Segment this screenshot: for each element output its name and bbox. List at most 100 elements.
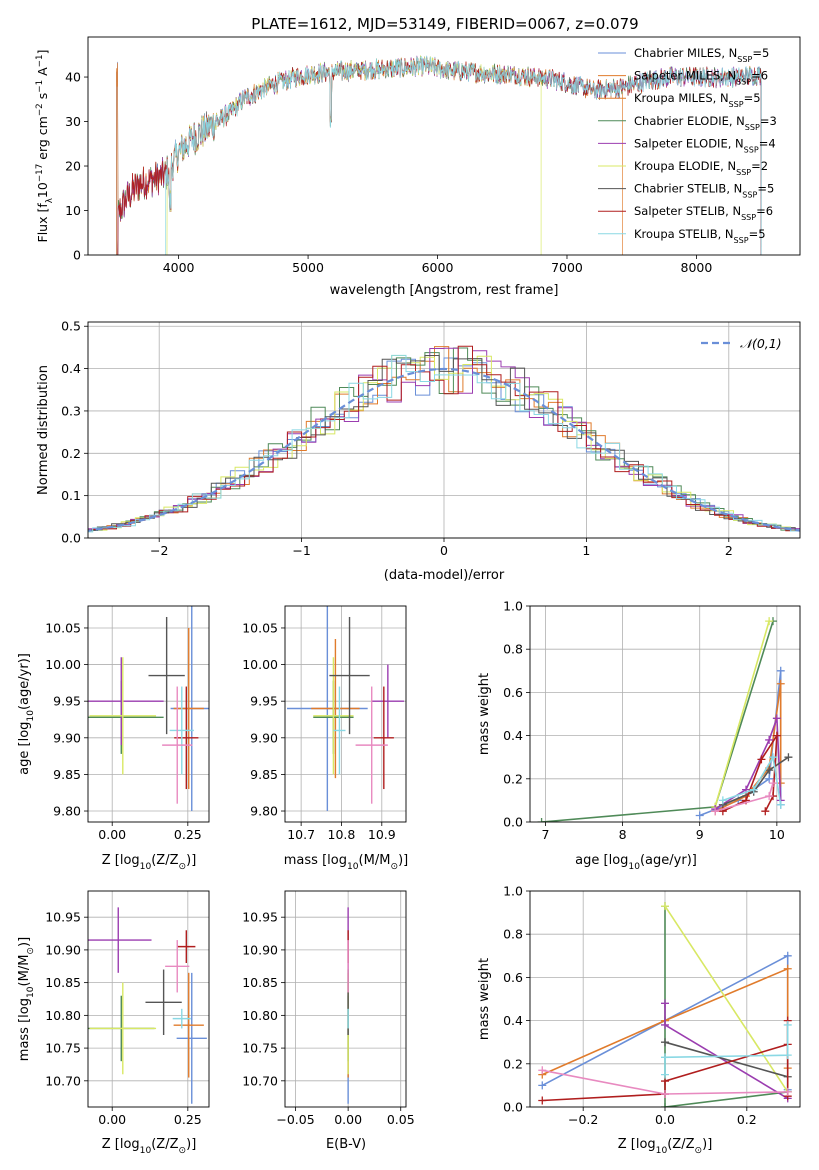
- weight-marker: [718, 796, 727, 805]
- age-vs-mass-plot-area: [287, 606, 404, 812]
- legend-label-part: Kroupa STELIB, N: [634, 227, 734, 241]
- mass-vs-Z-frame: 0.00 0.25 10.70 10.75 10.80 10.85 10.90 10.95 Z …: [17, 890, 210, 1156]
- y-axis-label-part: 10: [35, 182, 50, 198]
- y-tick-label: 10.80: [242, 1008, 278, 1023]
- axes-frame: [284, 605, 407, 823]
- x-axis-label-part: )]: [702, 1137, 712, 1152]
- spectrum-series-line: [117, 55, 762, 255]
- x-tick-label: 0: [440, 543, 448, 558]
- weight-marker: [538, 1066, 547, 1075]
- y-axis-label-part: ]: [35, 50, 50, 55]
- x-axis-label-part: )]: [398, 853, 408, 868]
- charts: 4000 5000 6000 7000 8000010203040wavelength …: [17, 36, 801, 1156]
- x-axis-label-part: age [log: [575, 853, 628, 868]
- weight-marker: [761, 807, 770, 816]
- residuals-axes: −2 −1 0 1 2 0.0 0.1 0.2 0.3 0.4 0.5 (data-model)/er…: [36, 319, 801, 583]
- y-tick-label: 0.2: [61, 446, 81, 461]
- legend-label-part: SSP: [737, 55, 752, 64]
- x-axis-label-part: )]: [186, 1137, 196, 1152]
- weight-marker: [661, 1070, 669, 1079]
- weight-line: [722, 754, 782, 805]
- spectrum-series-line: [117, 56, 762, 255]
- y-tick-label: 10.00: [45, 657, 81, 672]
- x-axis-label: Z [log10(Z/Z⊙)]: [618, 1137, 713, 1156]
- gaussian-reference-line: [88, 367, 800, 532]
- x-axis-label-part: 10: [656, 1146, 668, 1156]
- legend-label-part: SSP: [736, 77, 751, 86]
- spectrum-series-line: [116, 56, 762, 255]
- spectrum-series-line: [165, 55, 762, 255]
- x-tick-label: 0.00: [334, 1112, 362, 1127]
- weight-vs-Z-axes: −0.2 0.0 0.2 0.0 0.2 0.4 0.6 0.8 1.0 Z [log10(Z/Z…: [477, 884, 801, 1156]
- x-tick-label: 10.8: [328, 827, 356, 842]
- y-axis-label: age [log10(age/yr)]: [17, 653, 36, 775]
- weight-marker: [783, 1020, 792, 1029]
- legend-label-part: =6: [751, 69, 768, 83]
- y-axis-label-part: mass [log: [17, 998, 32, 1061]
- x-tick-label: 7000: [551, 260, 583, 275]
- x-axis-label: Z [log10(Z/Z⊙)]: [102, 1137, 197, 1156]
- weight-marker: [772, 714, 781, 723]
- legend-label: Salpeter STELIB, NSSP=6: [634, 204, 773, 222]
- weight-marker: [661, 1020, 669, 1029]
- x-axis-label: age [log10(age/yr)]: [575, 853, 697, 872]
- mass-vs-Z-plot-area: [88, 907, 207, 1104]
- x-tick-label: 0.25: [174, 827, 202, 842]
- weight-marker: [765, 774, 774, 783]
- y-tick-label: 10: [65, 203, 81, 218]
- age-vs-Z-plot-area: [88, 606, 209, 812]
- x-tick-label: 8000: [681, 260, 713, 275]
- x-tick-label: 0.0: [655, 1112, 675, 1127]
- y-axis-label-part: erg cm: [35, 116, 50, 164]
- y-tick-label: 10.80: [45, 1008, 81, 1023]
- x-axis-label-part: (Z/Z: [151, 1137, 178, 1152]
- axes-frame: [284, 890, 407, 1108]
- y-tick-label: 10.75: [242, 1041, 278, 1056]
- weight-marker: [765, 766, 774, 775]
- legend-label-part: Salpeter STELIB, N: [634, 204, 741, 218]
- y-axis-label: Normed distribution: [36, 365, 51, 495]
- y-axis-label-part: 10: [26, 986, 36, 998]
- weight-marker: [711, 807, 720, 816]
- x-axis-label-part: (age/yr)]: [640, 853, 697, 868]
- x-axis-label-part: )]: [186, 853, 196, 868]
- x-tick-label: 8: [619, 827, 627, 842]
- legend-label-part: Chabrier MILES, N: [634, 46, 737, 60]
- x-axis-label-part: Z [log: [618, 1137, 656, 1152]
- histogram-legend: 𝒩(0,1): [701, 336, 782, 351]
- weight-marker: [776, 800, 785, 809]
- x-tick-label: 6000: [422, 260, 454, 275]
- y-tick-label: 9.85: [250, 767, 278, 782]
- legend-label-part: =4: [759, 136, 776, 150]
- legend-label-part: SSP: [736, 168, 751, 177]
- y-tick-label: 10.90: [242, 942, 278, 957]
- y-axis-label-part: 10: [26, 710, 36, 722]
- y-tick-label: 9.95: [250, 694, 278, 709]
- y-tick-label: 0.0: [503, 815, 523, 830]
- legend-label-part: =2: [751, 159, 768, 173]
- legend-label-part: SSP: [745, 122, 760, 131]
- y-axis-label-part: −2: [35, 103, 45, 116]
- x-axis-label: E(B-V): [326, 1137, 366, 1152]
- axes-frame: [87, 36, 801, 256]
- x-axis-label-part: (M/M: [359, 853, 391, 868]
- x-tick-label: 7: [541, 827, 549, 842]
- spectrum-series-line: [117, 56, 762, 255]
- legend-label-part: SSP: [734, 235, 749, 244]
- y-tick-label: 10.90: [45, 942, 81, 957]
- legend-label-part: Kroupa MILES, N: [634, 91, 729, 105]
- y-tick-label: 9.90: [250, 730, 278, 745]
- y-tick-label: 0.2: [503, 1056, 523, 1071]
- y-axis-label: mass [log10(M/M⊙)]: [17, 937, 36, 1061]
- x-tick-label: 0.00: [98, 1112, 126, 1127]
- x-axis-label: Z [log10(Z/Z⊙)]: [102, 853, 197, 872]
- residuals-frame: −2 −1 0 1 2 0.0 0.1 0.2 0.3 0.4 0.5 (data-model)/er…: [36, 319, 801, 583]
- y-axis-label-part: (age/yr)]: [17, 653, 32, 710]
- legend-label-part: SSP: [729, 100, 744, 109]
- mass-vs-ebv-frame: −0.05 0.00 0.05 10.70 10.75 10.80 10.85 10.90 10…: [242, 890, 415, 1152]
- x-tick-label: 10.7: [287, 827, 315, 842]
- weight-marker: [765, 735, 774, 744]
